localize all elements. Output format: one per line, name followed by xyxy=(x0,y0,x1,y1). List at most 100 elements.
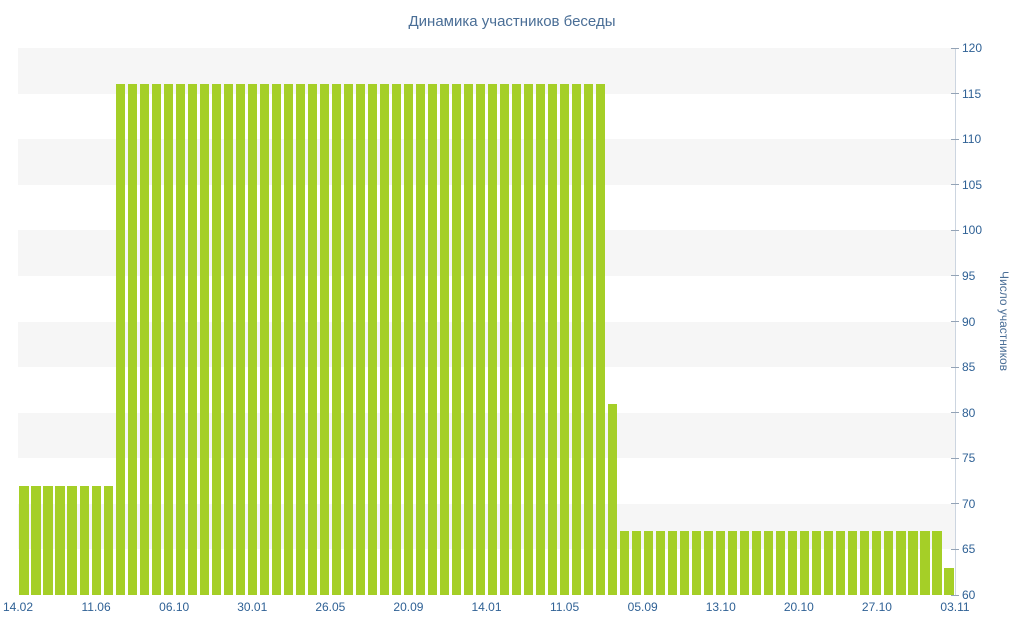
bar-62 xyxy=(764,531,774,595)
x-axis-tick-label: 30.01 xyxy=(237,600,268,614)
bar-26 xyxy=(331,84,341,595)
y-axis-tick-label: 70 xyxy=(962,496,976,511)
bar-0 xyxy=(19,485,29,595)
bar-8 xyxy=(115,84,125,595)
y-axis-tick-label: 105 xyxy=(962,177,983,192)
y-axis-tick xyxy=(951,457,959,459)
bar-29 xyxy=(367,84,377,595)
bar-75 xyxy=(920,531,930,595)
bar-28 xyxy=(355,84,365,595)
bar-59 xyxy=(728,531,738,595)
bar-11 xyxy=(151,84,161,595)
bar-38 xyxy=(475,84,486,595)
bar-25 xyxy=(319,84,329,595)
bar-57 xyxy=(704,531,714,595)
bar-27 xyxy=(343,84,353,595)
bar-52 xyxy=(644,531,654,595)
y-axis-tick xyxy=(951,321,959,322)
y-axis-tick-label: 75 xyxy=(962,451,976,466)
y-axis-tick xyxy=(951,366,959,368)
chart-title: Динамика участников беседы xyxy=(408,13,616,30)
bar-68 xyxy=(836,531,846,595)
bar-69 xyxy=(848,531,858,595)
y-axis-tick xyxy=(951,412,959,414)
bar-24 xyxy=(307,84,317,595)
bar-9 xyxy=(127,84,137,595)
y-axis-tick-label: 120 xyxy=(962,41,983,55)
bar-3 xyxy=(55,485,65,595)
bar-66 xyxy=(812,531,822,595)
bar-40 xyxy=(499,84,510,595)
x-axis-tick-label: 11.06 xyxy=(81,600,111,614)
bar-15 xyxy=(199,84,209,595)
y-axis-tick-label: 115 xyxy=(962,86,982,101)
bar-61 xyxy=(752,531,762,595)
y-axis-tick xyxy=(951,229,959,231)
x-axis-tick-label: 05.09 xyxy=(627,600,658,614)
y-axis-tick xyxy=(951,503,959,505)
bar-22 xyxy=(283,84,293,595)
bar-43 xyxy=(535,84,546,595)
y-axis-title: Число участников xyxy=(997,271,1011,372)
bar-70 xyxy=(860,531,870,595)
bar-41 xyxy=(511,84,522,595)
bar-42 xyxy=(523,84,534,595)
bar-4 xyxy=(67,485,77,595)
bar-49 xyxy=(608,403,618,595)
bar-76 xyxy=(932,531,942,595)
bar-67 xyxy=(824,531,834,595)
grid-band xyxy=(18,321,955,368)
bar-44 xyxy=(548,84,558,595)
x-axis-tick-label: 20.09 xyxy=(393,600,424,614)
grid-band xyxy=(18,48,955,94)
x-axis-tick-label: 03.11 xyxy=(940,600,970,614)
bar-53 xyxy=(656,531,666,595)
bar-51 xyxy=(632,531,642,595)
bar-48 xyxy=(596,84,606,595)
grid-band xyxy=(18,412,955,459)
bar-55 xyxy=(680,531,690,595)
bar-17 xyxy=(223,84,233,595)
bar-10 xyxy=(139,84,149,595)
bar-1 xyxy=(31,485,41,595)
x-axis-tick-label: 26.05 xyxy=(315,600,346,614)
x-axis-tick-label: 20.10 xyxy=(783,600,814,614)
grid-band xyxy=(18,503,955,550)
x-axis-tick-label: 27.10 xyxy=(861,600,892,614)
bar-18 xyxy=(235,84,245,595)
bar-5 xyxy=(79,485,89,595)
y-axis-tick-label: 60 xyxy=(962,588,976,602)
y-axis-tick xyxy=(951,93,959,95)
bar-7 xyxy=(103,485,113,595)
bar-12 xyxy=(163,84,173,595)
bar-32 xyxy=(403,84,413,595)
y-axis-tick-label: 90 xyxy=(962,314,976,329)
y-axis-tick xyxy=(951,594,959,596)
bar-36 xyxy=(451,84,462,595)
y-axis-tick-label: 95 xyxy=(962,268,976,283)
y-axis-tick xyxy=(951,47,959,49)
bar-16 xyxy=(211,84,221,595)
bar-21 xyxy=(271,84,281,595)
y-axis-tick-label: 100 xyxy=(962,223,983,238)
bar-33 xyxy=(415,84,425,595)
x-axis-tick-label: 06.10 xyxy=(159,600,190,614)
y-axis-tick xyxy=(951,548,959,550)
bar-54 xyxy=(668,531,678,595)
bar-31 xyxy=(391,84,401,595)
bar-30 xyxy=(379,84,389,595)
bar-56 xyxy=(692,531,702,595)
bar-71 xyxy=(872,531,882,595)
x-axis-tick-label: 13.10 xyxy=(705,600,736,614)
x-axis-tick-label: 11.05 xyxy=(550,600,580,614)
bar-45 xyxy=(560,84,570,595)
bar-77 xyxy=(944,567,954,595)
y-axis-tick-label: 110 xyxy=(962,132,982,147)
y-axis-tick-label: 85 xyxy=(962,360,976,375)
x-axis-tick-label: 14.02 xyxy=(2,600,34,614)
y-axis-tick-label: 65 xyxy=(962,542,976,557)
bar-13 xyxy=(175,84,185,595)
bar-23 xyxy=(295,84,305,595)
plot-area xyxy=(18,48,955,595)
y-axis-tick xyxy=(951,138,959,140)
